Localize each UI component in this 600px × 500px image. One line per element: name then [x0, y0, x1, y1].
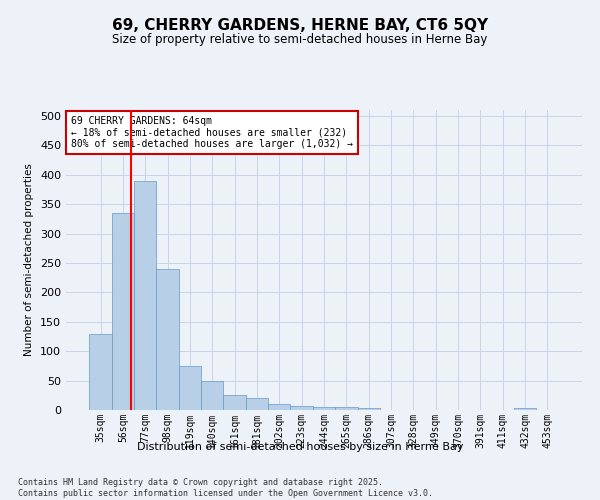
Bar [335, 407, 358, 410]
Text: Contains HM Land Registry data © Crown copyright and database right 2025.
Contai: Contains HM Land Registry data © Crown c… [18, 478, 433, 498]
Bar [268, 404, 290, 410]
Text: Size of property relative to semi-detached houses in Herne Bay: Size of property relative to semi-detach… [112, 32, 488, 46]
Bar [358, 408, 380, 410]
Bar [223, 396, 246, 410]
Text: 69, CHERRY GARDENS, HERNE BAY, CT6 5QY: 69, CHERRY GARDENS, HERNE BAY, CT6 5QY [112, 18, 488, 32]
Y-axis label: Number of semi-detached properties: Number of semi-detached properties [25, 164, 34, 356]
Bar [313, 407, 335, 410]
Bar [157, 269, 179, 410]
Text: Distribution of semi-detached houses by size in Herne Bay: Distribution of semi-detached houses by … [137, 442, 463, 452]
Bar [179, 366, 201, 410]
Bar [134, 180, 157, 410]
Bar [201, 380, 223, 410]
Bar [290, 406, 313, 410]
Text: 69 CHERRY GARDENS: 64sqm
← 18% of semi-detached houses are smaller (232)
80% of : 69 CHERRY GARDENS: 64sqm ← 18% of semi-d… [71, 116, 353, 149]
Bar [246, 398, 268, 410]
Bar [112, 213, 134, 410]
Bar [89, 334, 112, 410]
Bar [514, 408, 536, 410]
